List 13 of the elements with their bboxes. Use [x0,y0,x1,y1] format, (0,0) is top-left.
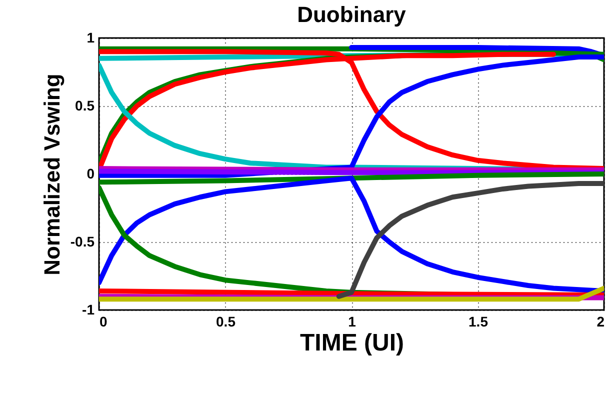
x-tick-label: 0 [100,314,108,330]
x-tick-label: 1.5 [468,314,488,330]
y-tick-label: -0.5 [70,234,95,250]
y-tick-label: 0.5 [75,98,95,114]
y-tick-label: 1 [86,30,95,46]
x-tick-label: 2 [596,314,605,330]
x-axis-title: TIME (UI) [300,330,404,356]
x-tick-label: 1 [348,314,356,330]
x-tick-label: 0.5 [216,314,236,330]
y-tick-label: -1 [82,302,95,318]
y-axis-title: Normalized Vswing [39,74,64,276]
chart-title: Duobinary [297,2,407,27]
y-tick-label: 0 [86,166,95,182]
